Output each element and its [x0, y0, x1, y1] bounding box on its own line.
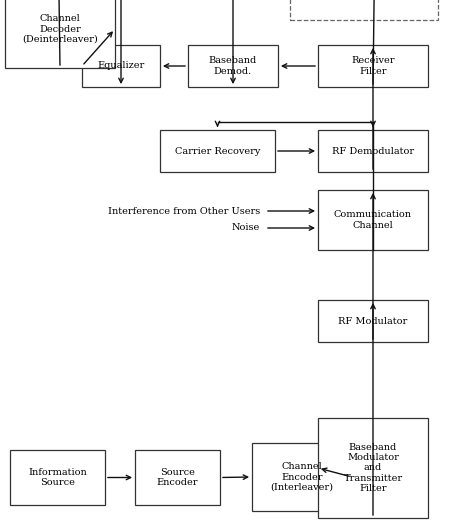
Bar — [290, 0, 438, 20]
Text: RF Demodulator: RF Demodulator — [332, 146, 414, 155]
Text: Source
Encoder: Source Encoder — [157, 468, 198, 487]
Text: Communication
Channel: Communication Channel — [334, 210, 412, 230]
Text: Baseband
Demod.: Baseband Demod. — [209, 56, 257, 76]
Bar — [318, 190, 428, 250]
Text: Carrier Recovery: Carrier Recovery — [175, 146, 260, 155]
Text: Equalizer: Equalizer — [97, 62, 144, 71]
Bar — [135, 450, 220, 505]
Text: Information
Source: Information Source — [28, 468, 87, 487]
Text: Channel
Decoder
(Deinterleaver): Channel Decoder (Deinterleaver) — [22, 14, 98, 44]
Bar — [318, 130, 428, 172]
Bar — [318, 300, 428, 342]
Bar — [160, 130, 275, 172]
Text: Noise: Noise — [232, 223, 260, 233]
Text: Channel
Encoder
(Interleaver): Channel Encoder (Interleaver) — [270, 462, 333, 492]
Text: RF Modulator: RF Modulator — [338, 316, 408, 325]
Bar — [82, 45, 160, 87]
Bar — [252, 443, 352, 511]
Bar — [318, 45, 428, 87]
Text: Baseband
Modulator
and
Transmitter
Filter: Baseband Modulator and Transmitter Filte… — [343, 442, 403, 493]
Text: Interference from Other Users: Interference from Other Users — [108, 207, 260, 215]
Bar — [318, 418, 428, 518]
Text: Receiver
Filter: Receiver Filter — [351, 56, 395, 76]
Bar — [5, 0, 115, 68]
Bar — [10, 450, 105, 505]
Bar — [188, 45, 278, 87]
